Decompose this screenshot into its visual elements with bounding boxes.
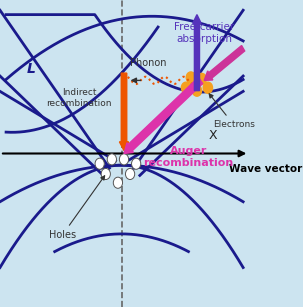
Circle shape [119, 154, 129, 165]
Text: X: X [209, 129, 218, 142]
Text: Auger
recombination: Auger recombination [143, 146, 234, 168]
FancyArrow shape [204, 45, 245, 80]
Text: Indirect
recombination: Indirect recombination [46, 88, 112, 108]
Circle shape [107, 154, 116, 165]
Circle shape [181, 82, 191, 93]
Text: Wave vector: Wave vector [228, 164, 302, 174]
Circle shape [132, 158, 141, 169]
FancyArrow shape [124, 77, 203, 154]
Text: Free-carrier
absorption: Free-carrier absorption [174, 22, 234, 44]
Circle shape [125, 169, 135, 180]
Circle shape [113, 177, 122, 188]
Circle shape [101, 169, 110, 180]
FancyArrow shape [193, 15, 201, 91]
FancyArrow shape [119, 73, 128, 150]
Circle shape [203, 82, 212, 93]
Text: Electrons: Electrons [209, 94, 255, 129]
Circle shape [197, 73, 206, 84]
Circle shape [192, 85, 201, 96]
Text: Phonon: Phonon [130, 58, 167, 68]
Circle shape [95, 158, 104, 169]
Text: L: L [27, 62, 36, 76]
Text: Holes: Holes [48, 176, 105, 240]
Circle shape [186, 72, 195, 83]
